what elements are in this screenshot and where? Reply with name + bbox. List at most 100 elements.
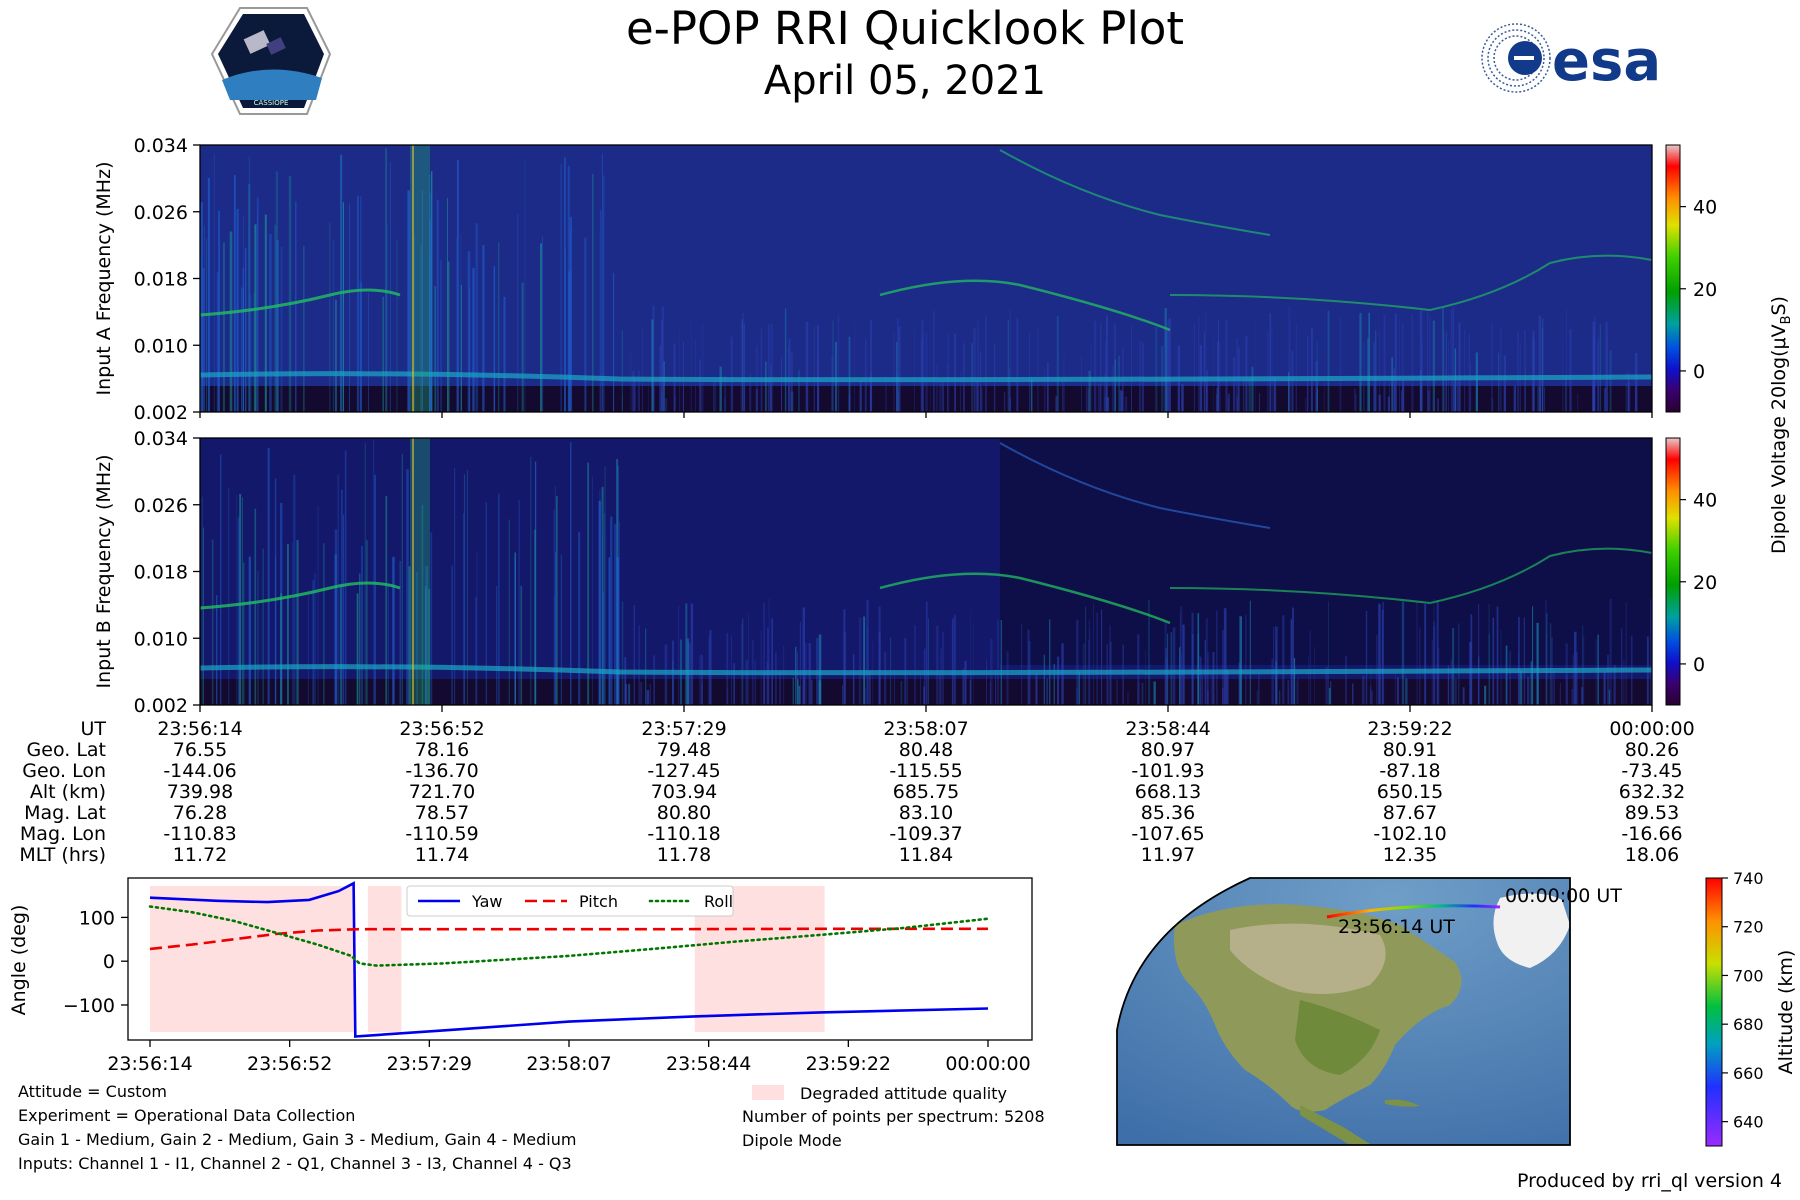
spec-streak xyxy=(1296,681,1297,705)
spec-streak xyxy=(1118,355,1120,412)
greenland-landmass xyxy=(1493,893,1570,968)
spec-streak xyxy=(1488,604,1490,705)
degraded-interval xyxy=(150,886,354,1032)
spec-streak xyxy=(701,683,703,705)
spec-streak xyxy=(1650,599,1652,705)
spec-streak xyxy=(850,336,851,412)
spec-streak xyxy=(389,162,391,412)
spec-streak xyxy=(1000,620,1002,705)
spec-streak xyxy=(1553,670,1555,705)
spec-streak xyxy=(1043,654,1045,705)
note-line: Dipole Mode xyxy=(742,1131,842,1150)
spec-streak xyxy=(388,584,389,705)
spec-streak xyxy=(1109,625,1111,705)
spec-streak xyxy=(614,524,617,705)
spec-streak xyxy=(766,661,769,705)
spec-streak xyxy=(564,157,566,412)
spec-streak xyxy=(1027,629,1030,705)
ephemeris-cell: 80.48 xyxy=(899,739,953,761)
spec-streak xyxy=(1419,310,1423,412)
spec-streak xyxy=(462,513,465,705)
spec-streak xyxy=(1549,623,1552,705)
spec-streak xyxy=(323,543,325,705)
spec-streak xyxy=(1101,609,1103,705)
spec-dark-region xyxy=(1000,438,1652,665)
y-tick-label: 100 xyxy=(79,907,115,929)
spec-trace xyxy=(999,149,1271,236)
ephemeris-cell: 80.91 xyxy=(1383,739,1437,761)
spec-streak xyxy=(1016,318,1019,412)
spec-streak xyxy=(1429,315,1431,412)
spec-streak xyxy=(1096,612,1098,705)
spec-streak xyxy=(727,689,729,705)
ephemeris-cell: -110.18 xyxy=(647,823,720,845)
spec-streak xyxy=(469,289,470,412)
spec-plasma-line xyxy=(200,371,1652,383)
spec-streak xyxy=(1381,609,1384,705)
spec-streak xyxy=(960,371,961,412)
spec-streak xyxy=(1181,384,1184,412)
ephemeris-cell: -127.45 xyxy=(647,760,720,782)
spec-streak xyxy=(805,322,809,412)
spec-streak xyxy=(460,284,462,412)
spec-streak xyxy=(385,148,388,412)
spec-streak xyxy=(754,660,756,705)
spec-streak xyxy=(1003,392,1006,412)
spec-streak xyxy=(334,554,337,705)
ephemeris-cell: 650.15 xyxy=(1377,781,1443,803)
ephemeris-cell: 23:56:14 xyxy=(157,718,242,740)
ephemeris-cell: -101.93 xyxy=(1131,760,1204,782)
spec-streak xyxy=(835,341,837,412)
spec-streak xyxy=(206,239,207,412)
spec-streak xyxy=(1359,313,1362,412)
spec-streak xyxy=(560,554,562,705)
spec-streak xyxy=(475,596,477,705)
spec-streak xyxy=(925,332,928,412)
spec-streak xyxy=(1607,654,1610,705)
ephemeris-cell: -144.06 xyxy=(163,760,236,782)
spec-streak xyxy=(1245,615,1247,705)
spec-streak xyxy=(1212,336,1214,412)
spec-streak xyxy=(1164,621,1167,705)
spec-streak xyxy=(1625,383,1628,412)
ephemeris-row-label: UT xyxy=(80,718,106,740)
spec-low-band xyxy=(200,386,1652,412)
spec-streak xyxy=(813,326,815,412)
spec-streak xyxy=(763,672,765,705)
spec-streak xyxy=(784,308,787,412)
spectrogram-b-y-axis: 0.002 0.010 0.018 0.026 0.034 Input B Frequen… xyxy=(93,428,200,717)
spec-streak xyxy=(1603,671,1606,705)
legend-label: Yaw xyxy=(471,892,502,911)
spec-burst xyxy=(412,145,414,412)
spec-trace xyxy=(1169,547,1652,605)
spec-streak xyxy=(202,268,205,412)
ephemeris-row-label: Alt (km) xyxy=(30,781,106,803)
spec-streak xyxy=(242,497,243,705)
spec-streak xyxy=(1575,652,1578,705)
ephemeris-cell: 23:56:52 xyxy=(399,718,484,740)
spec-streak xyxy=(1087,388,1089,412)
spec-streak xyxy=(760,328,763,412)
spec-streak xyxy=(1394,313,1397,412)
spectrogram-input-b xyxy=(199,437,1653,706)
spec-streak xyxy=(1149,663,1151,705)
spec-streak xyxy=(1541,327,1544,412)
spec-streak xyxy=(1106,397,1110,412)
note-line: Experiment = Operational Data Collection xyxy=(18,1106,355,1125)
spec-streak xyxy=(386,223,388,412)
spec-streak xyxy=(1172,627,1176,705)
spec-streak xyxy=(339,585,342,705)
spec-streak xyxy=(1400,390,1402,412)
spec-streak xyxy=(1453,382,1457,412)
spec-streak xyxy=(460,233,462,412)
spec-streak xyxy=(599,230,601,412)
spec-streak xyxy=(229,231,233,412)
spec-streak xyxy=(233,175,236,412)
spec-streak xyxy=(818,680,822,705)
spec-streak xyxy=(929,326,931,412)
legend-label: Roll xyxy=(704,892,733,911)
spec-streak xyxy=(953,617,955,705)
spec-streak xyxy=(858,617,862,705)
spec-streak xyxy=(894,668,895,705)
spec-streak xyxy=(885,375,887,412)
